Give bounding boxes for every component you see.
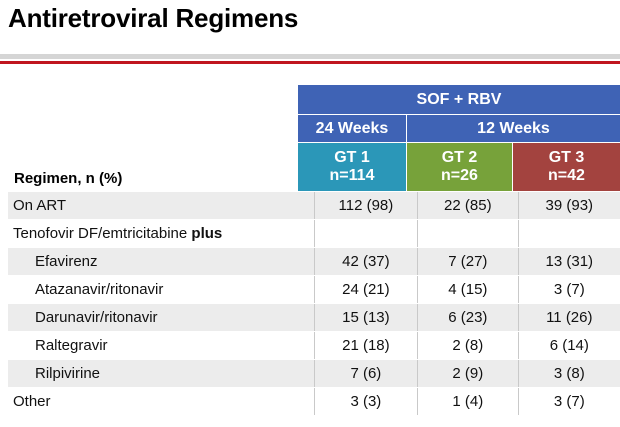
genotype-2-label: GT 2 <box>441 149 478 166</box>
page-title: Antiretroviral Regimens <box>8 3 299 33</box>
header-treatment-group: SOF + RBV <box>298 85 620 114</box>
cell-gt3: 39 (93) <box>517 192 620 220</box>
header-duration-24-weeks: 24 Weeks <box>298 115 406 142</box>
cell-gt3: 11 (26) <box>517 303 620 332</box>
cell-gt2: 6 (23) <box>417 303 519 332</box>
cell-gt3: 3 (7) <box>517 387 620 416</box>
genotype-2-n: n=26 <box>441 167 478 184</box>
title-divider-gray <box>0 54 620 59</box>
cell-gt3: 3 (7) <box>517 275 620 304</box>
table-row: Tenofovir DF/emtricitabine plus <box>8 219 620 248</box>
cell-gt1: 42 (37) <box>313 247 418 276</box>
row-label-emphasis: plus <box>191 225 223 242</box>
table-row: Darunavir/ritonavir 15 (13) 6 (23) 11 (2… <box>8 303 620 332</box>
genotype-3-label: GT 3 <box>548 149 585 166</box>
cell-gt2 <box>417 219 519 248</box>
row-label-text: Tenofovir DF/emtricitabine <box>13 225 192 242</box>
cell-gt3 <box>517 219 620 248</box>
row-label: Darunavir/ritonavir <box>8 303 315 332</box>
row-label: Raltegravir <box>8 331 315 360</box>
cell-gt2: 4 (15) <box>417 275 519 304</box>
cell-gt2: 1 (4) <box>417 387 519 416</box>
table-row: Other 3 (3) 1 (4) 3 (7) <box>8 387 620 416</box>
row-label: Efavirenz <box>8 247 315 276</box>
cell-gt1: 7 (6) <box>313 359 418 388</box>
cell-gt1: 21 (18) <box>313 331 418 360</box>
table-row: On ART 112 (98) 22 (85) 39 (93) <box>8 192 620 220</box>
cell-gt1: 24 (21) <box>313 275 418 304</box>
cell-gt1: 112 (98) <box>313 192 418 220</box>
table-row: Efavirenz 42 (37) 7 (27) 13 (31) <box>8 247 620 276</box>
table-row: Atazanavir/ritonavir 24 (21) 4 (15) 3 (7… <box>8 275 620 304</box>
table-row: Rilpivirine 7 (6) 2 (9) 3 (8) <box>8 359 620 388</box>
cell-gt2: 2 (8) <box>417 331 519 360</box>
row-label: Tenofovir DF/emtricitabine plus <box>8 219 315 248</box>
cell-gt2: 2 (9) <box>417 359 519 388</box>
cell-gt2: 22 (85) <box>417 192 519 220</box>
cell-gt1: 15 (13) <box>313 303 418 332</box>
table-row: Raltegravir 21 (18) 2 (8) 6 (14) <box>8 331 620 360</box>
genotype-3-n: n=42 <box>548 167 585 184</box>
cell-gt1 <box>313 219 418 248</box>
genotype-1-label: GT 1 <box>334 149 370 166</box>
header-genotype-3: GT 3 n=42 <box>513 143 620 191</box>
regimen-table: On ART 112 (98) 22 (85) 39 (93) Tenofovi… <box>8 192 620 416</box>
cell-gt1: 3 (3) <box>313 387 418 416</box>
header-genotype-2: GT 2 n=26 <box>407 143 512 191</box>
cell-gt2: 7 (27) <box>417 247 519 276</box>
title-divider-red <box>0 61 620 64</box>
cell-gt3: 6 (14) <box>517 331 620 360</box>
row-label: On ART <box>8 192 315 220</box>
row-label: Rilpivirine <box>8 359 315 388</box>
cell-gt3: 3 (8) <box>517 359 620 388</box>
regimen-column-header: Regimen, n (%) <box>14 170 123 187</box>
header-genotype-1: GT 1 n=114 <box>298 143 406 191</box>
row-label: Other <box>8 387 315 416</box>
cell-gt3: 13 (31) <box>517 247 620 276</box>
row-label: Atazanavir/ritonavir <box>8 275 315 304</box>
header-duration-12-weeks: 12 Weeks <box>407 115 620 142</box>
genotype-1-n: n=114 <box>329 167 375 184</box>
